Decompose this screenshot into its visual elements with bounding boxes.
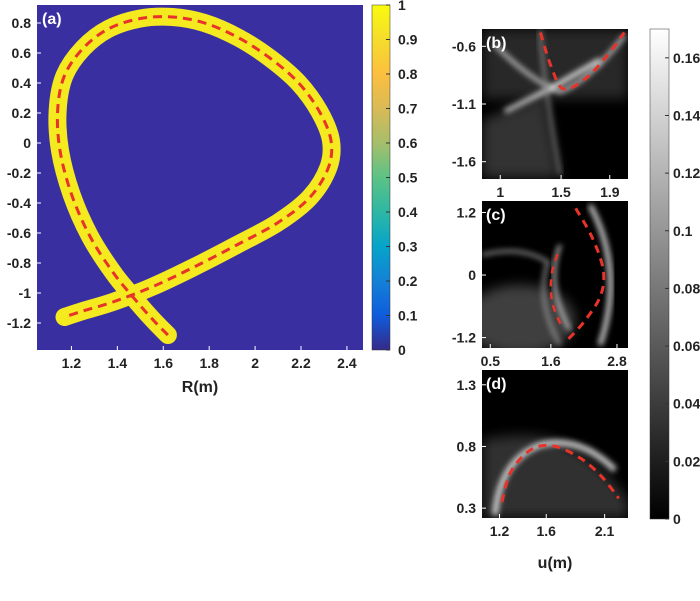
panel-b-bright-ridge (503, 57, 602, 115)
panel-c-y-tick-label: 0 (468, 267, 476, 283)
panel-b-y-tick-label: -1.6 (452, 154, 476, 170)
gray-colorbar-tick-label: 0.14 (673, 108, 700, 124)
panel-c-red-dashed-curve (563, 207, 606, 344)
panel-a-y-tick-label: -0.4 (7, 195, 31, 211)
parula-colorbar-tick-label: 0.5 (398, 170, 418, 186)
panel-c-left-arc (482, 249, 562, 346)
panel-a-y-tick-label: -0.2 (7, 165, 31, 181)
panel-c-y-ticks: 1.2 0 -1.2 (452, 205, 486, 346)
parula-colorbar-tick-label: 0 (398, 342, 406, 358)
panel-c-y-tick-label: -1.2 (452, 330, 476, 346)
parula-colorbar-tick-label: 0.1 (398, 308, 418, 324)
gray-colorbar-tick-label: 0.12 (673, 165, 700, 181)
parula-colorbar: 0 0.1 0.2 0.3 0.4 0.5 0.6 0.7 0.8 0.9 1 (371, 0, 418, 358)
parula-colorbar-tick-label: 0.6 (398, 135, 418, 151)
parula-colorbar-tick-label: 0.3 (398, 239, 418, 255)
gray-colorbar-tick-label: 0.16 (673, 50, 700, 66)
parula-colorbar-tick-label: 0.2 (398, 273, 418, 289)
panel-a-background (37, 5, 363, 350)
panel-d-y-tick-label: 0.8 (457, 439, 477, 455)
panel-d-x-tick-label: 1.6 (536, 523, 556, 539)
panel-a-x-ticks: 1.2 1.4 1.6 1.8 2 2.2 2.4 (62, 346, 357, 371)
parula-colorbar-ticks: 0 0.1 0.2 0.3 0.4 0.5 0.6 0.7 0.8 0.9 1 (386, 0, 418, 358)
panel-c-x-tick-label: 1.6 (541, 353, 561, 369)
panel-c-y-tick-label: 1.2 (457, 205, 477, 221)
gray-colorbar-tick-label: 0.1 (673, 223, 693, 239)
panel-c-x-ticks: 0.5 1.6 2.8 (481, 344, 627, 369)
panel-a-y-tick-label: 0.8 (12, 15, 32, 31)
panel-d-x-axis-label: u(m) (538, 555, 573, 572)
gray-colorbar-tick-label: 0.04 (673, 396, 700, 412)
parula-colorbar-tick-label: 0.8 (398, 66, 418, 82)
panel-d-x-ticks: 1.2 1.6 2.1 (490, 514, 615, 539)
panel-c: (c) 0.5 1.6 2.8 1.2 0 -1.2 (452, 201, 628, 369)
panel-b-red-dashed-curve (538, 31, 626, 91)
panel-b-label: (b) (486, 35, 506, 52)
panel-b-x-tick-label: 1.5 (551, 184, 571, 200)
panel-b: (b) 1 1.5 1.9 -0.6 -1.1 -1.6 (452, 29, 628, 200)
panel-b-y-tick-label: -0.6 (452, 38, 476, 54)
parula-colorbar-tick-label: 0.4 (398, 204, 418, 220)
panel-a-red-dashed-curve (55, 15, 334, 337)
panel-a-y-tick-label: 0 (23, 135, 31, 151)
panel-a-y-ticks: 0.8 0.6 0.4 0.2 0 -0.2 -0.4 -0.6 -0.8 -1 -1.2 (7, 15, 41, 331)
panel-c-lower-glow (482, 285, 575, 348)
parula-colorbar-tick-label: 0.7 (398, 101, 418, 117)
panel-b-y-tick-label: -1.1 (452, 96, 476, 112)
panel-a-x-tick-label: 2.4 (337, 355, 357, 371)
gray-colorbar-ticks: 0 0.02 0.04 0.06 0.08 0.1 0.12 0.14 0.16 (665, 50, 700, 527)
panel-a-x-tick-label: 1.8 (199, 355, 219, 371)
gray-colorbar: 0 0.02 0.04 0.06 0.08 0.1 0.12 0.14 0.16 (649, 28, 700, 527)
gray-colorbar-bar (649, 28, 670, 520)
panel-a-x-tick-label: 2.2 (291, 355, 311, 371)
gray-colorbar-tick-label: 0.08 (673, 280, 700, 296)
panel-b-x-ticks: 1 1.5 1.9 (496, 175, 620, 200)
panel-b-x-tick-label: 1.9 (600, 184, 620, 200)
panel-d: (d) 1.2 1.6 2.1 1.3 0.8 0.3 u(m) (457, 370, 628, 572)
panel-d-y-tick-label: 0.3 (457, 500, 477, 516)
panel-c-label: (c) (486, 207, 506, 224)
panel-c-x-tick-label: 0.5 (481, 353, 501, 369)
panel-c-bright-arc (587, 203, 613, 346)
panel-b-lower-fan (482, 95, 560, 178)
panel-a-x-tick-label: 2 (251, 355, 259, 371)
gray-colorbar-tick-label: 0.06 (673, 338, 700, 354)
panel-d-red-dashed-curve (500, 443, 620, 503)
panel-a-x-tick-label: 1.2 (62, 355, 82, 371)
panel-a-y-tick-label: 0.4 (12, 75, 32, 91)
panel-a-y-tick-label: -1 (19, 285, 32, 301)
panel-d-x-tick-label: 1.2 (490, 523, 510, 539)
parula-colorbar-tick-label: 0.9 (398, 32, 418, 48)
panel-c-x-tick-label: 2.8 (607, 353, 627, 369)
panel-d-y-ticks: 1.3 0.8 0.3 (457, 377, 486, 516)
panel-a-y-tick-label: -0.6 (7, 225, 31, 241)
panel-a-y-tick-label: -1.2 (7, 315, 31, 331)
panel-a-y-tick-label: -0.8 (7, 255, 31, 271)
panel-a-y-tick-label: 0.6 (12, 45, 32, 61)
panel-d-y-tick-label: 1.3 (457, 377, 477, 393)
panel-d-x-tick-label: 2.1 (595, 523, 615, 539)
panel-d-label: (d) (486, 376, 506, 393)
panel-b-x-tick-label: 1 (496, 184, 504, 200)
panel-a-x-axis-label: R(m) (182, 379, 218, 396)
panel-b-vertical-ridge (538, 29, 562, 176)
gray-colorbar-tick-label: 0 (673, 511, 681, 527)
panel-a: (a) 1.2 1.4 1.6 1.8 2 2.2 2.4 0.8 0.6 0.4 0.2 0 -0.… (7, 5, 363, 396)
panel-a-label: (a) (42, 11, 62, 28)
panel-b-y-ticks: -0.6 -1.1 -1.6 (452, 38, 486, 170)
panel-a-x-tick-label: 1.6 (154, 355, 174, 371)
panel-c-inner-arc (552, 244, 572, 331)
panel-a-x-tick-label: 1.4 (108, 355, 128, 371)
panel-a-y-tick-label: 0.2 (12, 105, 32, 121)
gray-colorbar-tick-label: 0.02 (673, 453, 700, 469)
parula-colorbar-tick-label: 1 (398, 0, 406, 13)
